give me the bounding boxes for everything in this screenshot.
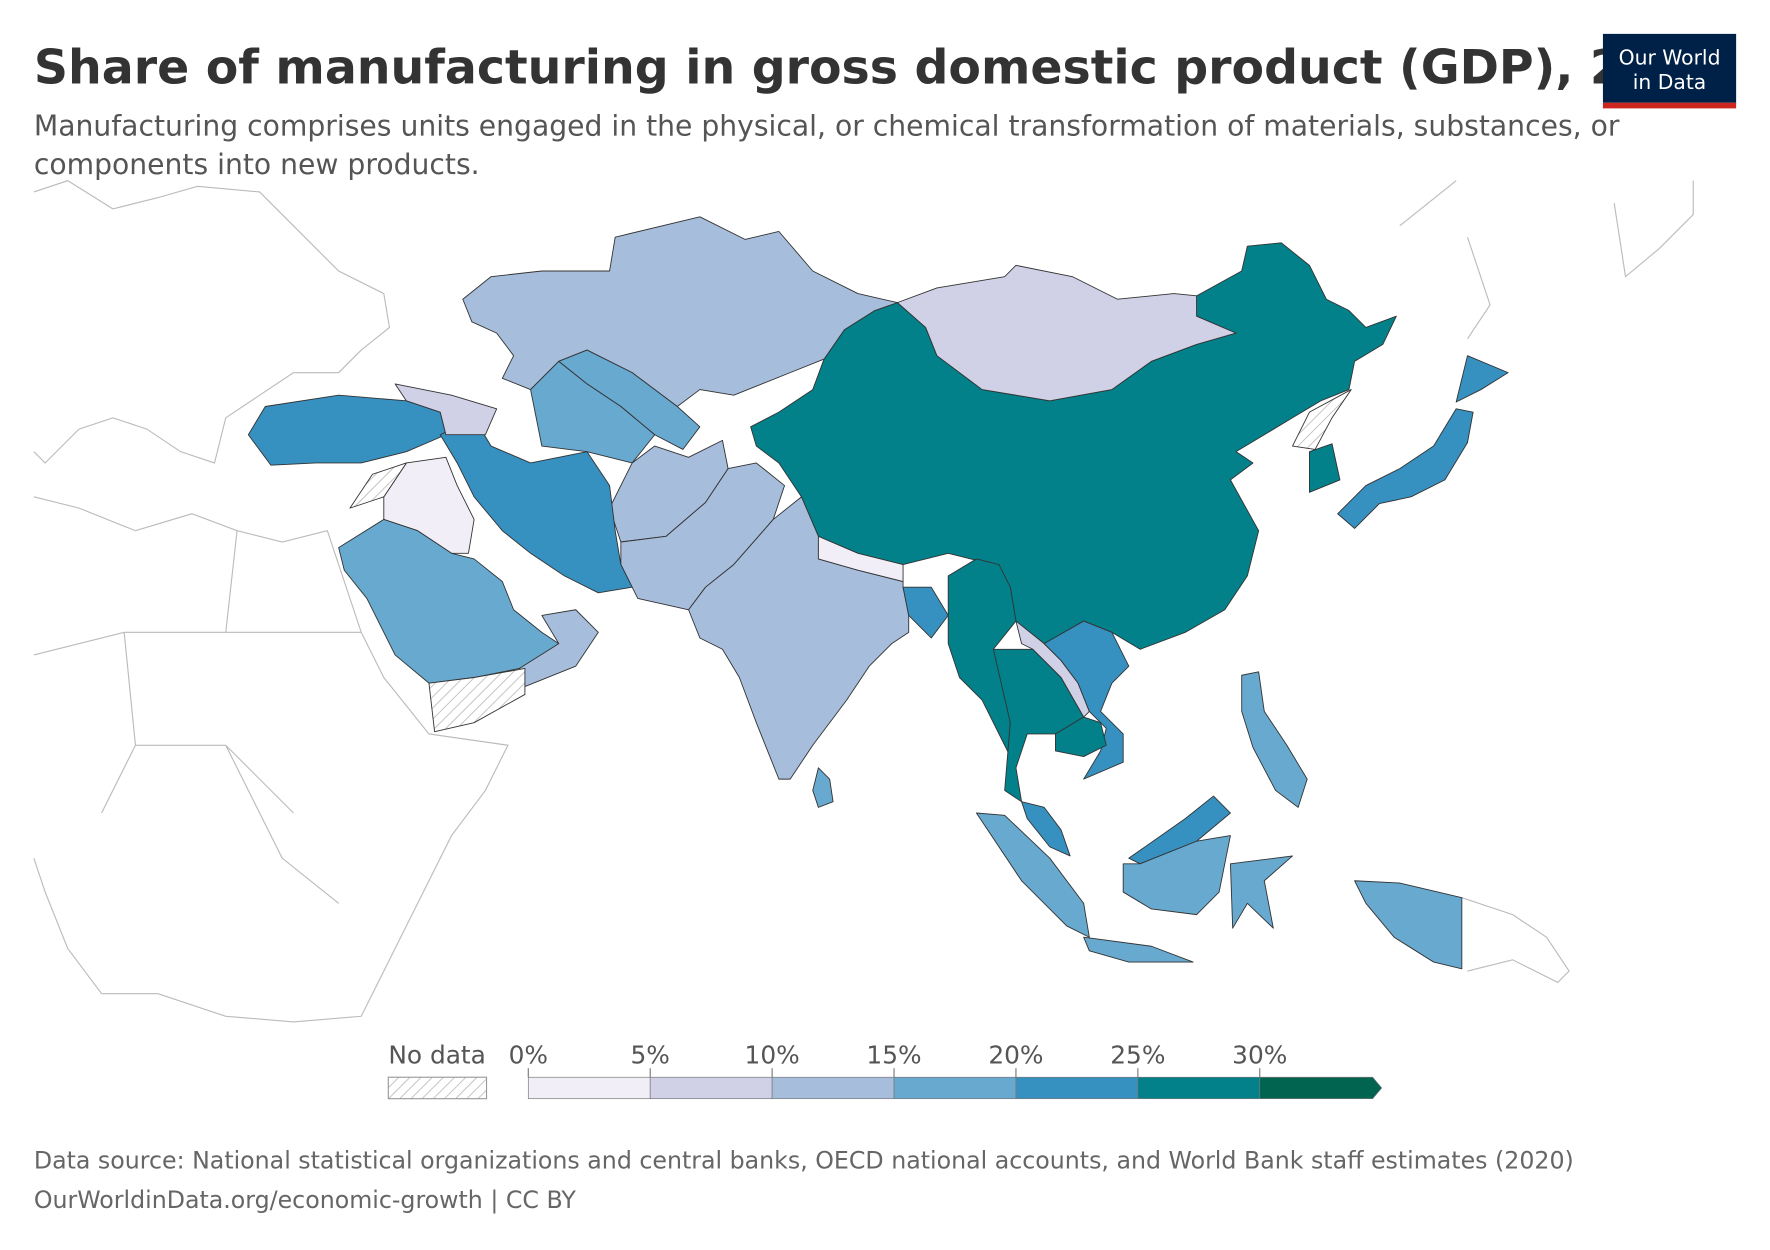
legend-tick-label: 25% — [1110, 1041, 1165, 1070]
legend-no-data-label: No data — [388, 1041, 486, 1070]
logo-bar — [1602, 102, 1737, 109]
land-outline — [33, 180, 391, 464]
legend-bin-open — [1259, 1076, 1383, 1100]
country[interactable] — [812, 767, 834, 808]
land-outline — [1461, 897, 1570, 984]
legend: No data 0% 5% 10% 15% 20% 25% 30% — [387, 1041, 1383, 1100]
country[interactable] — [1043, 620, 1130, 780]
background-land — [33, 180, 1694, 1023]
country[interactable] — [975, 812, 1090, 938]
legend-tick-label: 20% — [988, 1041, 1043, 1070]
country[interactable] — [439, 417, 633, 594]
legend-bin — [527, 1076, 651, 1100]
footer-note: OurWorldinData.org/economic-growth | CC … — [34, 1186, 577, 1214]
country[interactable] — [1337, 408, 1474, 529]
country[interactable] — [817, 535, 904, 582]
legend-bin — [771, 1076, 895, 1100]
country[interactable] — [1122, 835, 1231, 916]
country[interactable] — [428, 668, 526, 733]
country[interactable] — [338, 518, 560, 684]
country[interactable] — [896, 264, 1237, 402]
chart-title: Share of manufacturing in gross domestic… — [34, 41, 1656, 96]
chart-subtitle: Manufacturing comprises units engaged in… — [34, 109, 1620, 142]
country[interactable] — [349, 462, 407, 509]
logo-box — [1602, 33, 1737, 103]
legend-bin — [1137, 1076, 1261, 1100]
legend-bin — [893, 1076, 1017, 1100]
country[interactable] — [1229, 855, 1463, 970]
country[interactable] — [1455, 355, 1509, 403]
logo-text: Our World — [1619, 45, 1721, 69]
country[interactable] — [688, 496, 910, 780]
legend-no-data-swatch — [387, 1076, 488, 1100]
legend-tick-label: 15% — [866, 1041, 921, 1070]
source-note: Data source: National statistical organi… — [34, 1147, 1574, 1175]
legend-bin — [1015, 1076, 1139, 1100]
country[interactable] — [1308, 443, 1341, 493]
country[interactable] — [247, 394, 447, 466]
country[interactable] — [462, 216, 898, 407]
legend-tick-label: 0% — [509, 1041, 548, 1070]
country[interactable] — [1292, 389, 1352, 450]
legend-bin — [649, 1076, 773, 1100]
country[interactable] — [1083, 936, 1194, 963]
country[interactable] — [394, 383, 498, 436]
country[interactable] — [518, 609, 599, 687]
land-outline — [33, 530, 362, 904]
legend-tick-label: 30% — [1232, 1041, 1287, 1070]
countries — [247, 216, 1509, 970]
country[interactable] — [1055, 716, 1107, 758]
chart-subtitle: components into new products. — [34, 148, 480, 181]
country[interactable] — [1241, 671, 1308, 808]
logo[interactable]: Our World in Data — [1602, 33, 1737, 109]
country[interactable] — [1021, 801, 1071, 857]
logo-text: in Data — [1633, 70, 1706, 94]
legend-tick-label: 10% — [745, 1041, 800, 1070]
land-outline — [1399, 180, 1694, 340]
country[interactable] — [530, 360, 656, 464]
land-outline — [33, 496, 509, 1023]
country[interactable] — [902, 586, 949, 639]
legend-tick-label: 5% — [631, 1041, 670, 1070]
